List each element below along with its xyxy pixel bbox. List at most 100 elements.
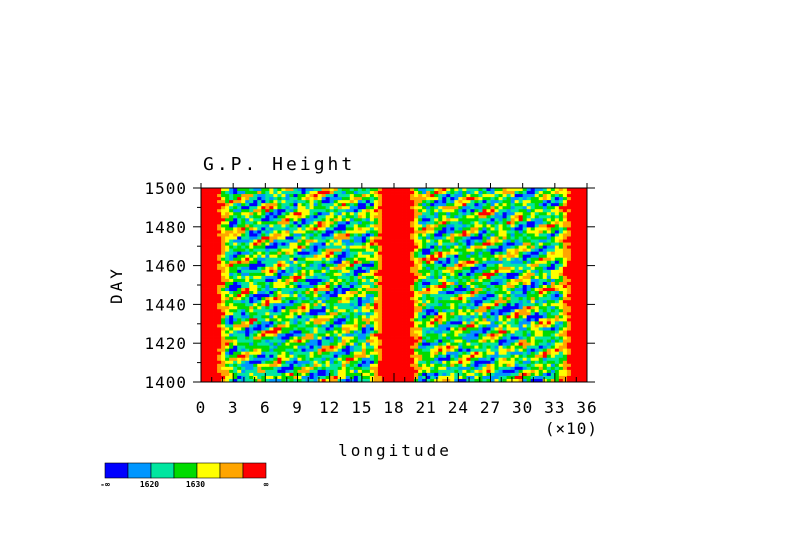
- heatmap-cell: [381, 227, 387, 231]
- heatmap-cell: [522, 194, 528, 198]
- heatmap-cell: [414, 315, 419, 319]
- heatmap-cell: [317, 306, 323, 310]
- heatmap-cell: [217, 206, 222, 210]
- heatmap-cell: [506, 248, 511, 253]
- heatmap-cell: [414, 294, 419, 298]
- heatmap-cell: [506, 315, 511, 319]
- heatmap-cell: [329, 288, 335, 292]
- heatmap-cell: [229, 339, 234, 343]
- heatmap-cell: [265, 297, 270, 301]
- heatmap-cell: [434, 188, 439, 192]
- heatmap-cell: [293, 203, 298, 207]
- heatmap-cell: [426, 318, 431, 322]
- heatmap-cell: [333, 245, 339, 250]
- heatmap-cell: [470, 327, 475, 331]
- heatmap-cell: [205, 272, 210, 277]
- heatmap-cell: [273, 321, 278, 325]
- heatmap-cell: [353, 318, 359, 322]
- heatmap-cell: [498, 209, 503, 213]
- heatmap-cell: [466, 209, 471, 213]
- heatmap-cell: [434, 233, 439, 237]
- heatmap-cell: [514, 297, 520, 301]
- heatmap-cell: [578, 315, 584, 319]
- heatmap-cell: [486, 312, 491, 316]
- heatmap-cell: [245, 191, 250, 195]
- heatmap-cell: [478, 233, 483, 237]
- heatmap-cell: [406, 333, 411, 337]
- heatmap-cell: [430, 233, 435, 237]
- heatmap-cell: [317, 336, 323, 340]
- heatmap-cell: [574, 242, 580, 246]
- heatmap-cell: [486, 239, 491, 243]
- heatmap-cell: [446, 278, 451, 283]
- heatmap-cell: [466, 194, 471, 198]
- heatmap-cell: [257, 218, 262, 222]
- heatmap-cell: [309, 269, 314, 274]
- heatmap-cell: [241, 297, 246, 301]
- heatmap-cell: [229, 281, 234, 286]
- heatmap-cell: [297, 309, 302, 313]
- heatmap-cell: [558, 336, 564, 340]
- heatmap-cell: [394, 333, 399, 337]
- heatmap-cell: [373, 281, 379, 286]
- heatmap-cell: [265, 342, 270, 347]
- heatmap-cell: [422, 336, 427, 340]
- heatmap-cell: [454, 200, 459, 204]
- heatmap-cell: [438, 206, 443, 210]
- heatmap-cell: [426, 312, 431, 316]
- heatmap-cell: [253, 303, 258, 307]
- heatmap-cell: [285, 260, 290, 265]
- heatmap-cell: [466, 263, 471, 268]
- heatmap-cell: [442, 215, 447, 219]
- heatmap-cell: [273, 239, 278, 243]
- heatmap-cell: [237, 215, 242, 219]
- heatmap-cell: [309, 272, 314, 277]
- heatmap-cell: [201, 257, 206, 262]
- heatmap-cell: [209, 203, 214, 207]
- heatmap-cell: [373, 254, 379, 259]
- heatmap-cell: [522, 297, 528, 301]
- heatmap-cell: [229, 224, 234, 228]
- heatmap-cell: [289, 330, 294, 334]
- heatmap-cell: [377, 212, 383, 216]
- heatmap-cell: [422, 342, 427, 347]
- heatmap-cell: [458, 330, 463, 334]
- heatmap-cell: [450, 318, 455, 322]
- heatmap-cell: [470, 200, 475, 204]
- heatmap-cell: [454, 281, 459, 286]
- heatmap-cell: [510, 294, 516, 298]
- heatmap-cell: [570, 309, 576, 313]
- heatmap-cell: [361, 303, 367, 307]
- heatmap-cell: [385, 203, 391, 207]
- heatmap-cell: [357, 339, 363, 343]
- heatmap-cell: [426, 200, 431, 204]
- heatmap-cell: [454, 260, 459, 265]
- heatmap-cell: [570, 294, 576, 298]
- heatmap-cell: [426, 212, 431, 216]
- heatmap-cell: [406, 288, 411, 292]
- heatmap-cell: [229, 330, 234, 334]
- heatmap-cell: [253, 333, 258, 337]
- heatmap-cell: [205, 303, 210, 307]
- heatmap-cell: [402, 230, 407, 234]
- heatmap-cell: [209, 257, 214, 262]
- heatmap-cell: [410, 215, 415, 219]
- heatmap-cell: [470, 324, 475, 328]
- heatmap-cell: [462, 278, 467, 283]
- heatmap-cell: [462, 318, 467, 322]
- heatmap-cell: [333, 254, 339, 259]
- heatmap-cell: [297, 333, 302, 337]
- heatmap-cell: [297, 233, 302, 237]
- heatmap-cell: [546, 333, 552, 337]
- heatmap-cell: [486, 200, 491, 204]
- heatmap-cell: [361, 242, 367, 246]
- heatmap-cell: [522, 312, 528, 316]
- heatmap-cell: [426, 224, 431, 228]
- heatmap-cell: [349, 206, 355, 210]
- heatmap-cell: [233, 324, 238, 328]
- heatmap-cell: [313, 218, 318, 222]
- heatmap-cell: [506, 272, 511, 277]
- heatmap-cell: [341, 278, 347, 283]
- heatmap-cell: [305, 306, 310, 310]
- heatmap-cell: [470, 297, 475, 301]
